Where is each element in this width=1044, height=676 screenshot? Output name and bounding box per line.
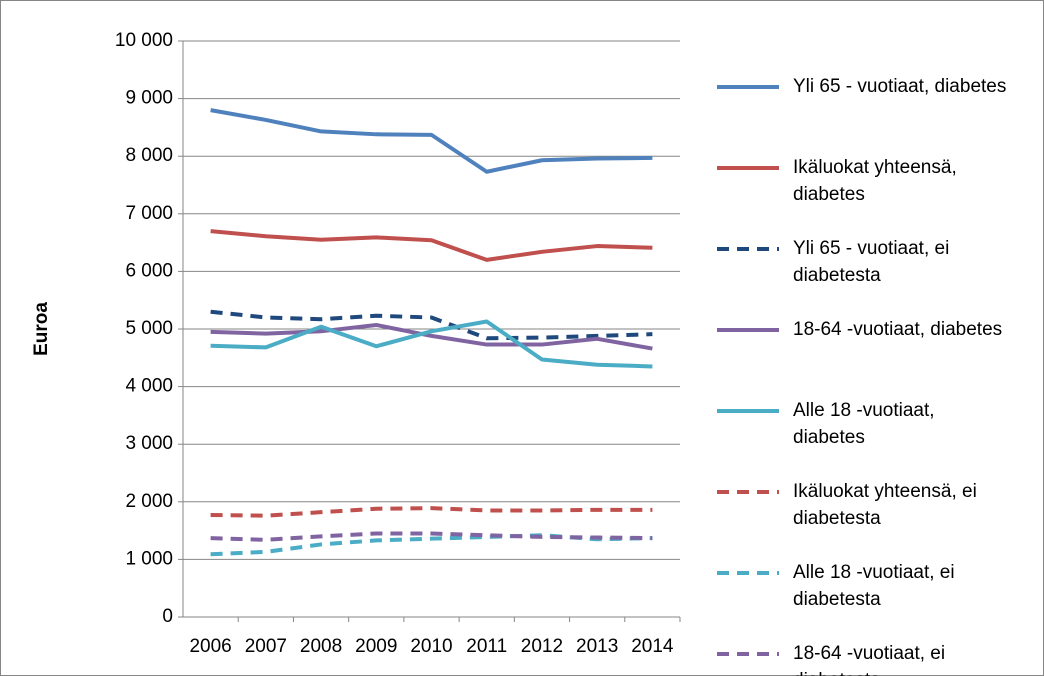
x-tick-label: 2008 [300,636,342,657]
legend-label: 18-64 -vuotiaat, ei diabetesta [793,643,946,676]
legend-swatch [717,652,779,656]
x-tick-label: 2012 [521,636,563,657]
series-line [210,309,653,341]
y-tick-label: 3 000 [125,433,173,454]
x-tick-label: 2010 [410,636,452,657]
y-tick-label: 6 000 [125,260,173,281]
x-tick-label: 2007 [245,636,287,657]
legend-swatch [717,409,779,413]
x-tick-label: 2006 [189,636,231,657]
y-tick-label: 9 000 [125,88,173,109]
legend-entry: Ikäluokat yhteensä, diabetes [715,154,1035,208]
legend-swatch [717,490,779,494]
legend-label: Yli 65 - vuotiaat, diabetes [793,76,1007,97]
legend-entry: 18-64 -vuotiaat, diabetes [715,316,1035,343]
legend-swatch [717,571,779,575]
legend-entry: 18-64 -vuotiaat, ei diabetesta [715,640,1035,676]
series-line [210,108,653,174]
legend-swatch [717,166,779,170]
legend-entry: Yli 65 - vuotiaat, ei diabetesta [715,235,1035,289]
legend-entry: Yli 65 - vuotiaat, diabetes [715,73,1035,100]
legend-label: Ikäluokat yhteensä, diabetes [793,157,957,205]
legend-label: Alle 18 -vuotiaat, diabetes [793,400,935,448]
x-tick-label: 2009 [355,636,397,657]
x-tick-label: 2014 [631,636,674,657]
x-tick-label: 2013 [576,636,618,657]
legend-entry: Ikäluokat yhteensä, ei diabetesta [715,478,1035,532]
y-tick-label: 10 000 [115,30,173,51]
legend-label: Ikäluokat yhteensä, ei diabetesta [793,481,977,529]
y-tick-label: 7 000 [125,203,173,224]
legend-label: Alle 18 -vuotiaat, ei diabetesta [793,562,955,610]
legend-swatch [717,328,779,332]
legend-label: 18-64 -vuotiaat, diabetes [793,319,1003,340]
series-line [210,506,653,518]
legend-label: Yli 65 - vuotiaat, ei diabetesta [793,238,950,286]
legend-swatch [717,247,779,251]
y-tick-label: 1 000 [125,548,173,569]
series-line [210,229,653,262]
y-axis-label: Euroa [31,302,52,356]
legend-entry: Alle 18 -vuotiaat, diabetes [715,397,1035,451]
y-tick-label: 8 000 [125,145,173,166]
y-tick-label: 4 000 [125,376,173,397]
legend-entry: Alle 18 -vuotiaat, ei diabetesta [715,559,1035,613]
series-line [210,322,653,351]
x-tick-label: 2011 [466,636,507,657]
series-line [210,319,653,369]
legend-swatch [717,85,779,89]
y-tick-label: 2 000 [125,491,173,512]
y-tick-label: 0 [162,606,173,627]
y-tick-label: 5 000 [125,318,173,339]
series-line [210,531,653,542]
